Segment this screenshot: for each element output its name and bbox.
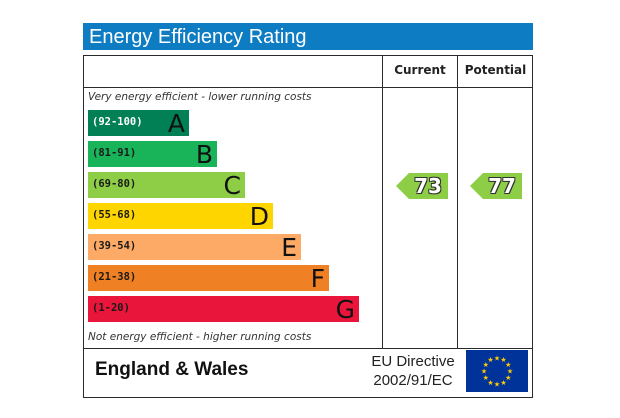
rating-band-c: (69-80) C (88, 171, 245, 200)
rating-band-a: (92-100) A (88, 109, 189, 138)
svg-text:★: ★ (483, 361, 489, 369)
svg-text:★: ★ (483, 374, 489, 382)
rating-band-f: (21-38) F (88, 264, 329, 293)
rating-value: 77 (488, 174, 516, 198)
band-range-label: (39-54) (92, 240, 137, 252)
eu-directive: EU Directive 2002/91/EC (364, 352, 462, 390)
svg-text:★: ★ (481, 368, 487, 376)
bottom-note: Not energy efficient - higher running co… (88, 331, 312, 343)
band-letter-label: G (335, 295, 355, 324)
svg-text:★: ★ (507, 368, 513, 376)
column-header-potential: Potential (464, 63, 527, 77)
directive-line-2: 2002/91/EC (373, 372, 453, 389)
footer-rule (83, 348, 533, 349)
svg-text:★: ★ (500, 379, 506, 387)
svg-text:★: ★ (487, 379, 493, 387)
band-range-label: (21-38) (92, 271, 137, 283)
rating-arrow-current: 73 (396, 173, 448, 199)
band-range-label: (92-100) (92, 116, 143, 128)
band-letter-label: F (310, 264, 325, 293)
divider-current (382, 55, 383, 348)
chart-title: Energy Efficiency Rating (83, 23, 533, 50)
band-range-label: (81-91) (92, 147, 137, 159)
header-rule (83, 87, 533, 88)
eu-flag-icon: ★ ★ ★ ★ ★ ★ ★ ★ ★ ★ ★ ★ (466, 350, 528, 392)
band-letter-label: C (223, 171, 241, 200)
svg-text:★: ★ (494, 355, 500, 363)
rating-band-e: (39-54) E (88, 233, 301, 262)
divider-potential (457, 55, 458, 348)
band-letter-label: D (249, 202, 269, 231)
directive-line-1: EU Directive (371, 353, 455, 370)
band-range-label: (55-68) (92, 209, 137, 221)
svg-text:★: ★ (494, 381, 500, 389)
svg-text:★: ★ (505, 374, 511, 382)
band-letter-label: A (167, 109, 185, 138)
svg-text:★: ★ (505, 361, 511, 369)
band-letter-label: B (195, 140, 213, 169)
column-header-current: Current (394, 63, 446, 77)
band-letter-label: E (281, 233, 297, 262)
rating-arrow-potential: 77 (470, 173, 522, 199)
rating-band-d: (55-68) D (88, 202, 273, 231)
band-range-label: (1-20) (92, 302, 130, 314)
band-range-label: (69-80) (92, 178, 137, 190)
rating-band-b: (81-91) B (88, 140, 217, 169)
region-label: England & Wales (95, 359, 249, 380)
rating-value: 73 (414, 174, 442, 198)
svg-text:★: ★ (487, 356, 493, 364)
rating-band-g: (1-20) G (88, 295, 359, 324)
svg-text:★: ★ (500, 356, 506, 364)
top-note: Very energy efficient - lower running co… (88, 91, 312, 103)
